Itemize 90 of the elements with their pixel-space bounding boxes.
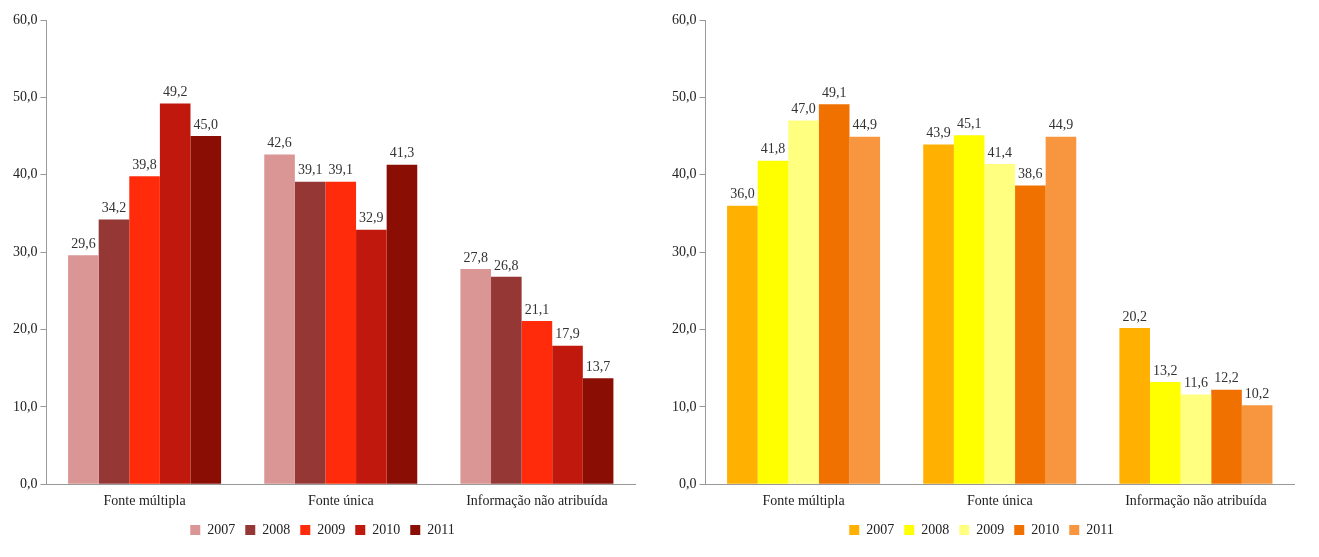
bar — [552, 345, 583, 484]
data-label: 26,8 — [494, 257, 519, 273]
x-tick-label: Fonte única — [966, 493, 1034, 509]
bar — [953, 135, 985, 484]
data-label: 20,2 — [1122, 308, 1147, 324]
data-label: 47,0 — [791, 101, 816, 117]
data-label: 49,2 — [162, 84, 188, 100]
bar — [849, 136, 881, 484]
data-label: 29,6 — [71, 235, 96, 251]
bar — [923, 144, 954, 484]
data-label: 21,1 — [524, 301, 550, 317]
data-label: 10,2 — [1244, 385, 1270, 401]
y-tick-label: 40,0 — [13, 166, 38, 182]
x-tick-label: Fonte múltipla — [762, 493, 846, 509]
bar — [294, 181, 326, 484]
bar — [159, 103, 191, 484]
data-label: 39,8 — [132, 156, 157, 172]
data-label: 44,9 — [852, 117, 878, 133]
y-tick-label: 40,0 — [672, 166, 697, 182]
y-tick-label: 60,0 — [13, 11, 38, 27]
legend-label: 2007 — [207, 521, 236, 537]
bar — [1015, 185, 1046, 484]
data-label: 38,6 — [1018, 166, 1043, 182]
legend-label: 2009 — [976, 521, 1005, 537]
bar — [129, 176, 160, 484]
bar — [1150, 382, 1181, 484]
x-tick-label: Informação não atribuída — [466, 493, 609, 509]
bar — [788, 120, 819, 484]
data-label: 13,2 — [1153, 362, 1178, 378]
bar — [1119, 327, 1151, 484]
legend-label: 2007 — [866, 521, 895, 537]
legend-label: 2008 — [921, 521, 950, 537]
data-label: 17,9 — [555, 326, 580, 342]
legend-label: 2009 — [317, 521, 346, 537]
data-label: 11,6 — [1183, 375, 1208, 391]
bar — [68, 255, 99, 484]
data-label: 27,8 — [463, 249, 488, 265]
bar — [521, 320, 553, 484]
bar — [582, 378, 614, 484]
y-tick-label: 0,0 — [679, 475, 697, 491]
bar — [984, 163, 1016, 484]
bar — [818, 104, 850, 484]
y-tick-label: 0,0 — [20, 475, 38, 491]
data-label: 39,1 — [297, 162, 323, 178]
data-label: 39,1 — [328, 162, 353, 178]
legend-label: 2010 — [372, 521, 401, 537]
y-tick-label: 50,0 — [13, 89, 38, 105]
y-tick-label: 10,0 — [13, 398, 38, 414]
bar — [98, 219, 130, 484]
data-label: 43,9 — [926, 125, 951, 141]
data-label: 36,0 — [730, 186, 755, 202]
bar — [1211, 389, 1242, 484]
bar — [460, 269, 492, 484]
legend-label: 2010 — [1031, 521, 1060, 537]
data-label: 32,9 — [359, 210, 384, 226]
bar — [386, 164, 418, 484]
data-label: 41,4 — [987, 144, 1012, 160]
y-tick-label: 60,0 — [672, 11, 697, 27]
y-tick-label: 20,0 — [672, 321, 697, 337]
data-label: 34,2 — [101, 200, 127, 216]
bar — [1241, 405, 1273, 484]
y-tick-label: 30,0 — [672, 243, 697, 259]
data-label: 41,3 — [389, 145, 415, 161]
y-tick-label: 20,0 — [13, 321, 38, 337]
legend-label: 2008 — [262, 521, 291, 537]
legend-label: 2011 — [427, 521, 455, 537]
bar — [1045, 136, 1077, 484]
data-label: 44,9 — [1048, 117, 1074, 133]
y-tick-label: 50,0 — [672, 89, 697, 105]
x-tick-label: Fonte múltipla — [103, 493, 187, 509]
data-label: 45,1 — [956, 115, 982, 131]
bar — [491, 276, 522, 484]
data-label: 41,8 — [760, 141, 786, 157]
data-label: 12,2 — [1214, 370, 1239, 386]
bar — [757, 160, 789, 484]
data-label: 45,0 — [193, 116, 219, 132]
data-label: 49,1 — [821, 85, 847, 100]
bar — [1180, 394, 1212, 484]
bar — [264, 154, 295, 484]
y-tick-label: 30,0 — [13, 243, 38, 259]
bar — [190, 136, 222, 484]
bar — [727, 205, 758, 484]
bar — [325, 181, 357, 484]
data-label: 13,7 — [585, 358, 611, 374]
bar — [356, 229, 387, 484]
x-tick-label: Fonte única — [307, 493, 375, 509]
x-tick-label: Informação não atribuída — [1125, 493, 1268, 509]
legend-label: 2011 — [1086, 521, 1114, 537]
y-tick-label: 10,0 — [672, 398, 697, 414]
data-label: 42,6 — [267, 135, 292, 151]
